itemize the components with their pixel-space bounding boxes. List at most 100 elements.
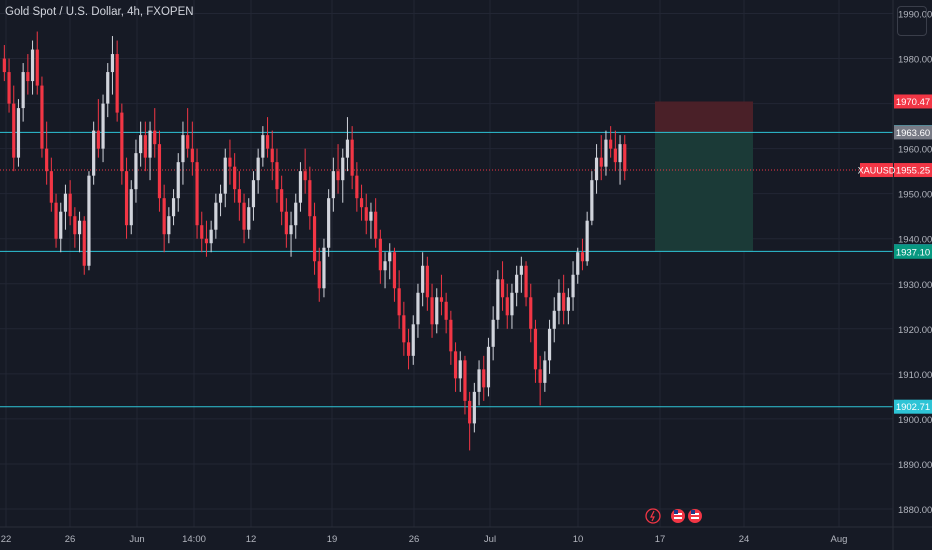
candle	[359, 184, 364, 221]
candle-body	[153, 130, 157, 145]
candle-body	[265, 135, 270, 149]
price-label: 1955.25	[894, 163, 932, 178]
candle	[148, 121, 152, 181]
price-label: 1902.71	[894, 399, 932, 414]
candle-body	[364, 207, 368, 221]
candle	[317, 247, 321, 302]
candle	[101, 94, 105, 163]
candle-body	[218, 193, 223, 203]
candle-body	[411, 324, 415, 356]
candle-body	[139, 135, 143, 154]
candle-body	[378, 238, 382, 271]
candle-body	[87, 175, 91, 266]
candle	[543, 351, 547, 392]
candle-body	[317, 261, 321, 289]
candle-body	[435, 297, 439, 325]
candle	[392, 247, 397, 302]
y-tick-label: 1890.00	[898, 460, 932, 471]
candle	[265, 117, 270, 158]
chart-title: Gold Spot / U.S. Dollar, 4h, FXOPEN	[5, 6, 194, 18]
flag-stripe	[674, 517, 682, 519]
candle	[171, 189, 176, 226]
us-flag-icon[interactable]	[688, 509, 702, 523]
y-tick-label: 1930.00	[898, 280, 932, 291]
candle-body	[209, 229, 213, 244]
candle	[439, 274, 444, 316]
event-icons[interactable]	[645, 508, 702, 524]
candle-body	[477, 369, 481, 392]
candle-body	[110, 54, 115, 73]
candle-body	[12, 103, 16, 158]
candle-body	[618, 144, 622, 163]
candle	[153, 108, 157, 158]
candle-body	[491, 319, 495, 347]
candle	[604, 130, 608, 176]
candle-body	[425, 265, 429, 298]
candle-body	[242, 202, 246, 230]
candle-body	[533, 328, 538, 370]
candle-body	[374, 211, 378, 239]
candle	[364, 193, 368, 235]
position-zones[interactable]	[655, 101, 753, 252]
candle-body	[519, 265, 523, 275]
candle	[505, 283, 509, 329]
candle-body	[590, 180, 594, 221]
candle	[533, 319, 538, 383]
candle-body	[26, 72, 30, 82]
flash-icon[interactable]	[645, 508, 661, 524]
x-tick-label: 22	[1, 534, 12, 545]
candle	[519, 256, 523, 293]
candle-body	[200, 225, 204, 239]
candle	[190, 121, 194, 176]
candle	[327, 189, 331, 257]
candle-body	[256, 157, 260, 181]
price-label: 1970.47	[894, 94, 932, 109]
candle	[500, 261, 505, 311]
settings-button[interactable]	[897, 6, 927, 36]
candle-body	[369, 211, 373, 221]
us-flag-icon[interactable]	[671, 509, 685, 523]
x-tick-label: 17	[655, 534, 666, 545]
candle	[458, 351, 462, 392]
candle-body	[397, 288, 401, 316]
candle-body	[115, 54, 119, 113]
candle	[529, 283, 533, 343]
candle	[411, 315, 415, 365]
candle	[54, 193, 58, 248]
horizontal-levels[interactable]	[0, 131, 893, 408]
candle-body	[96, 130, 100, 149]
candle-body	[106, 72, 110, 104]
candle	[590, 171, 594, 226]
candle	[26, 54, 30, 95]
price-label-text: 1902.71	[896, 402, 930, 413]
candle	[218, 184, 223, 217]
candle	[613, 130, 617, 172]
candle-body	[63, 193, 68, 212]
price-label-box	[894, 94, 932, 109]
candle-body	[214, 202, 218, 230]
candle	[421, 252, 425, 307]
candle	[110, 36, 115, 95]
candle-body	[2, 58, 6, 73]
candle-body	[308, 180, 312, 217]
candle	[162, 184, 166, 253]
candle	[416, 283, 420, 338]
candle	[566, 288, 570, 325]
candle-body	[82, 220, 86, 266]
candle	[435, 288, 439, 334]
candle-body	[538, 369, 542, 383]
flag-canton	[674, 510, 678, 514]
candle-body	[510, 292, 514, 316]
x-tick-label: 26	[409, 534, 420, 545]
candle-body	[392, 252, 397, 289]
candle-body	[294, 202, 298, 226]
candle-body	[176, 162, 180, 199]
candle-body	[134, 153, 138, 190]
candle	[228, 139, 232, 185]
candle	[486, 337, 491, 397]
candle	[82, 216, 86, 275]
candle-body	[416, 292, 420, 325]
candle	[453, 342, 458, 392]
